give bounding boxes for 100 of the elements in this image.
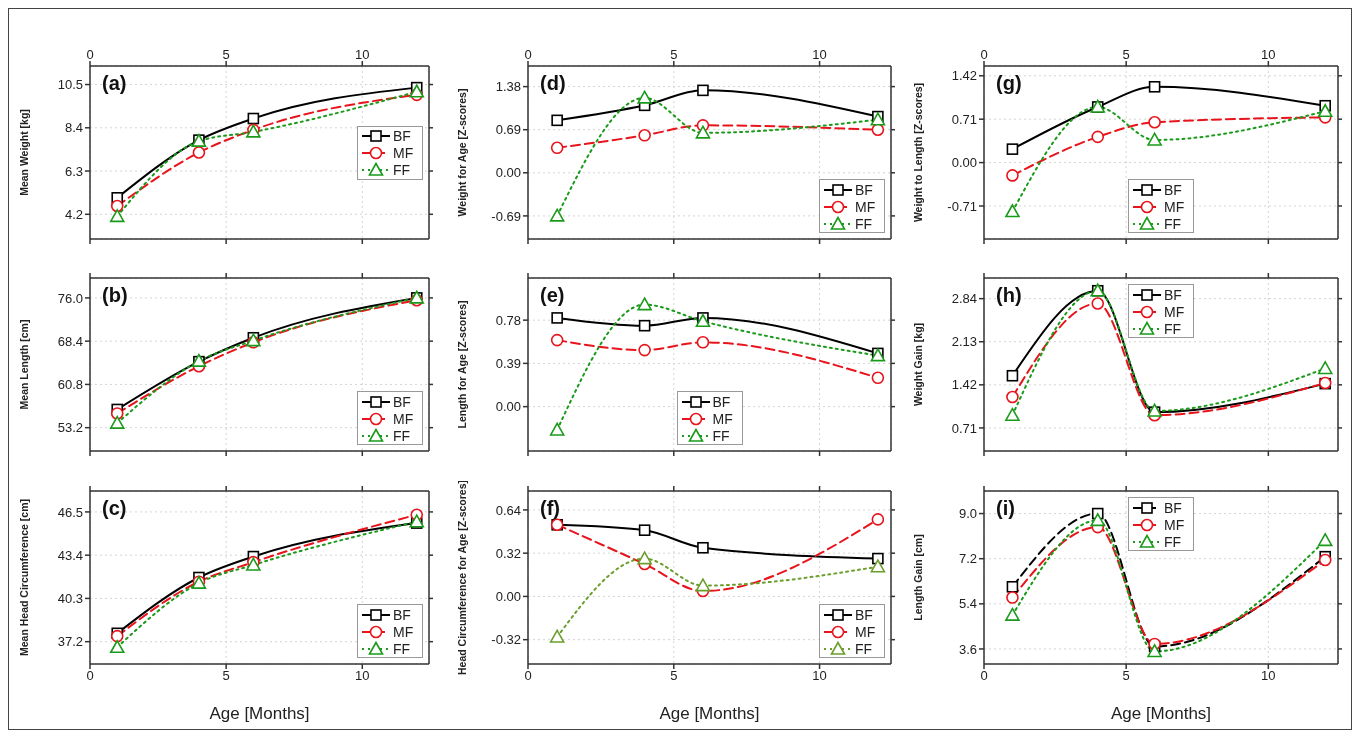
annotation: (i) xyxy=(996,497,1015,520)
annotation: (d) xyxy=(540,72,566,95)
x-tick-label: 5 xyxy=(1122,668,1130,684)
y-tick-label: 0.00 xyxy=(495,589,521,605)
y-tick-label: 8.4 xyxy=(64,120,83,136)
y-tick-label: 0.00 xyxy=(951,155,977,171)
y-tick-label: 0.32 xyxy=(495,545,521,561)
annotation: (c) xyxy=(102,497,127,520)
y-tick-label: 3.6 xyxy=(958,641,977,657)
y-axis-title: Weight to Length [Z-scores] xyxy=(911,82,924,223)
x2-tick-label: 5 xyxy=(222,47,230,62)
x-tick-label: 0 xyxy=(524,668,532,684)
y-tick-label: 1.38 xyxy=(495,79,521,95)
y-tick-label: 37.2 xyxy=(57,634,83,650)
y-axis-title: Head Circumference for Age [Z-scores] xyxy=(455,479,468,676)
legend-label: BF xyxy=(393,128,411,144)
legend-label: FF xyxy=(712,427,730,444)
y-tick-label: 0.39 xyxy=(495,356,521,372)
legend-label: BF xyxy=(393,393,411,410)
x2-tick-label: 5 xyxy=(670,47,678,62)
legend-label: FF xyxy=(393,162,411,178)
annotation: (f) xyxy=(540,497,560,520)
y-tick-label: 5.4 xyxy=(958,596,977,612)
y-tick-label: 2.84 xyxy=(951,291,977,307)
legend-label: MF xyxy=(1164,516,1185,533)
legend-label: MF xyxy=(393,410,414,427)
y-axis-title: Mean Length [cm] xyxy=(17,319,30,410)
x-axis-title: Age [Months] xyxy=(209,704,310,723)
y-axis-title: Length Gain [cm] xyxy=(911,534,924,621)
y-tick-label: 0.69 xyxy=(495,122,521,138)
y-tick-label: 46.5 xyxy=(57,504,83,520)
x-tick-label: 5 xyxy=(222,668,230,684)
y-tick-label: -0.69 xyxy=(491,208,521,224)
y-tick-label: 4.2 xyxy=(64,206,83,222)
x2-tick-label: 10 xyxy=(355,47,370,62)
legend-label: FF xyxy=(1164,533,1182,550)
y-tick-label: 0.00 xyxy=(495,399,521,415)
legend-label: BF xyxy=(855,606,873,623)
y-tick-label: 53.2 xyxy=(57,420,83,436)
y-tick-label: 9.0 xyxy=(958,506,977,522)
annotation: (e) xyxy=(540,284,565,307)
legend-label: FF xyxy=(855,215,873,232)
legend-label: MF xyxy=(712,410,733,427)
legend-label: BF xyxy=(1164,286,1182,303)
x-axis-title: Age [Months] xyxy=(659,704,760,723)
y-tick-label: 68.4 xyxy=(57,333,83,349)
x-tick-label: 10 xyxy=(812,668,827,684)
legend-label: FF xyxy=(1164,320,1182,337)
legend-label: BF xyxy=(393,606,411,623)
y-tick-label: -0.32 xyxy=(491,632,521,648)
x2-tick-label: 0 xyxy=(86,47,94,62)
x2-tick-label: 10 xyxy=(812,47,827,62)
legend-label: FF xyxy=(393,427,411,444)
legend-label: FF xyxy=(855,640,873,657)
legend-label: MF xyxy=(393,623,414,640)
y-tick-label: 0.00 xyxy=(495,165,521,181)
x2-tick-label: 0 xyxy=(524,47,532,62)
legend-label: MF xyxy=(1164,303,1185,320)
y-tick-label: 1.42 xyxy=(951,377,977,393)
y-tick-label: 10.5 xyxy=(57,77,83,93)
legend-label: MF xyxy=(1164,198,1185,215)
y-axis-title: Mean Head Circumference [cm] xyxy=(17,499,30,656)
legend-label: BF xyxy=(1164,181,1182,198)
y-axis-title: Weight Gain [kg] xyxy=(911,322,924,407)
x-tick-label: 0 xyxy=(980,668,988,684)
legend-label: BF xyxy=(855,181,873,198)
legend-label: BF xyxy=(712,393,731,410)
y-tick-label: 7.2 xyxy=(958,551,977,567)
y-tick-label: 1.42 xyxy=(951,68,977,84)
x-tick-label: 5 xyxy=(670,668,678,684)
legend-label: MF xyxy=(855,623,876,640)
annotation: (g) xyxy=(996,72,1022,95)
legend-label: BF xyxy=(1164,499,1182,516)
y-tick-label: 76.0 xyxy=(57,290,83,306)
y-tick-label: 43.4 xyxy=(57,547,83,563)
y-tick-label: 40.3 xyxy=(57,591,83,607)
y-tick-label: 2.13 xyxy=(951,334,977,350)
x-axis-title: Age [Months] xyxy=(1110,704,1212,723)
legend-label: FF xyxy=(1164,215,1182,232)
y-axis-title: Weight for Age [Z-scores] xyxy=(455,88,468,217)
annotation: (a) xyxy=(102,72,127,95)
y-tick-label: 0.71 xyxy=(951,420,977,436)
annotation: (h) xyxy=(996,284,1022,307)
x2-tick-label: 5 xyxy=(1122,47,1130,62)
legend-label: FF xyxy=(393,640,411,657)
x2-tick-label: 0 xyxy=(980,47,988,62)
legend-label: MF xyxy=(855,198,876,215)
y-axis-title: Mean Weight [kg] xyxy=(17,109,30,196)
y-tick-label: 60.8 xyxy=(57,377,83,393)
x2-tick-label: 10 xyxy=(1261,47,1276,62)
x-tick-label: 10 xyxy=(355,668,370,684)
x-tick-label: 10 xyxy=(1261,668,1276,684)
annotation: (b) xyxy=(102,284,128,307)
y-tick-label: 0.64 xyxy=(495,502,521,518)
y-tick-label: 0.78 xyxy=(495,312,521,328)
y-axis-title: Length for Age [Z-scores] xyxy=(455,300,468,429)
y-tick-label: 6.3 xyxy=(64,163,83,179)
y-tick-label: 0.71 xyxy=(951,111,977,127)
y-tick-label: -0.71 xyxy=(947,198,977,214)
legend-label: MF xyxy=(393,145,414,161)
